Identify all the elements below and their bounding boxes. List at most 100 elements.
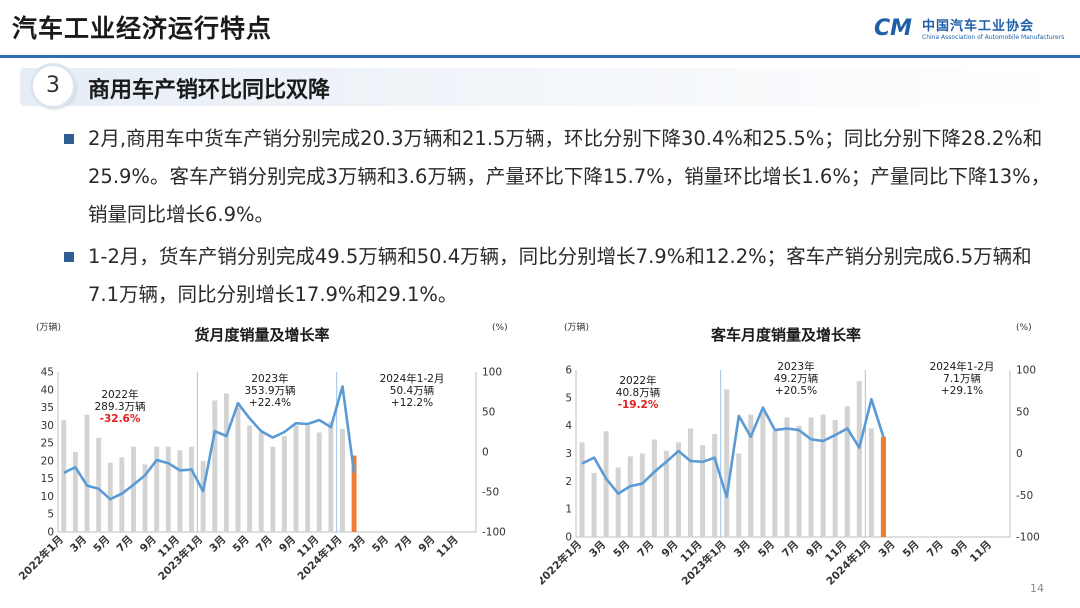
- sales-bar: [687, 428, 694, 537]
- bus-sales-chart-svg: 客车月度销量及增长率 (万辆) (%) 0 1 2 3 4 5 6 -100 -50 0 50 100 202…: [534, 321, 1040, 588]
- sales-bar: [712, 434, 718, 537]
- x-tick-label: 2022年1月: [16, 533, 66, 583]
- y-tick-label: 20: [41, 455, 54, 467]
- header-bar: 汽车工业经济运行特点 CM 中国汽车工业协会 China Association…: [0, 0, 1080, 56]
- x-tick-label: 5月: [611, 539, 632, 560]
- sales-bar: [270, 446, 276, 532]
- sales-bar-highlight: [351, 455, 357, 532]
- sales-bar: [328, 421, 334, 532]
- annotation-text: -32.6%: [100, 413, 141, 425]
- y-tick-label: 45: [41, 367, 54, 379]
- x-tick-label: 3月: [877, 539, 898, 560]
- header-divider: [0, 55, 1080, 58]
- y-tick-label: 15: [41, 473, 54, 485]
- annotation-text: +29.1%: [941, 385, 983, 397]
- annotation-text: +12.2%: [391, 397, 433, 409]
- sales-bar: [784, 417, 790, 537]
- sales-bar: [281, 436, 287, 532]
- sales-bar: [663, 450, 669, 537]
- y2-axis-unit-label: (%): [492, 323, 508, 333]
- x-tick-label: 5月: [91, 534, 112, 555]
- sales-bar: [651, 439, 657, 537]
- y-tick-label: 6: [565, 365, 572, 377]
- x-tick-label: 5月: [231, 534, 252, 555]
- annotation-text: 353.9万辆: [244, 384, 295, 397]
- sales-bar-highlight: [880, 436, 886, 537]
- x-tick-label: 7月: [115, 534, 136, 555]
- truck-sales-chart: 货月度销量及增长率 (万辆) (%) 0 5 10 15 20 25 30 35 40 45 -100 -5…: [0, 312, 540, 604]
- x-tick-label: 3月: [587, 539, 608, 560]
- sales-bar: [72, 452, 78, 532]
- y2-tick-label: 50: [1016, 406, 1029, 418]
- bullet-list: 2月,商用车中货车产销分别完成20.3万辆和21.5万辆，环比分别下降30.4%…: [62, 120, 1052, 314]
- y-tick-label: 5: [47, 509, 54, 521]
- sales-bar: [96, 437, 102, 532]
- x-tick-label: 7月: [925, 539, 946, 560]
- bullet-item: 2月,商用车中货车产销分别完成20.3万辆和21.5万辆，环比分别下降30.4%…: [62, 120, 1052, 234]
- sales-bar: [247, 425, 253, 532]
- sales-bar: [131, 446, 136, 532]
- sales-bar: [627, 456, 633, 537]
- y-tick-label: 0: [47, 527, 54, 539]
- y2-tick-label: 100: [482, 367, 502, 379]
- sales-bar: [844, 406, 850, 537]
- y2-axis-unit-label: (%): [1016, 323, 1032, 333]
- sales-bar: [736, 453, 742, 537]
- sales-bar: [796, 425, 802, 537]
- annotation-text: 40.8万辆: [616, 386, 660, 399]
- y-tick-label: 25: [41, 438, 54, 450]
- logo-en-text: China Association of Automobile Manufact…: [922, 34, 1065, 41]
- x-tick-label: 5月: [901, 539, 922, 560]
- x-tick-label: 3月: [732, 539, 753, 560]
- x-tick-label: 7月: [635, 539, 656, 560]
- sales-bar: [154, 446, 160, 532]
- chart-title: 货月度销量及增长率: [194, 326, 329, 344]
- sales-bar: [856, 381, 862, 537]
- x-tick-label: 7月: [254, 534, 275, 555]
- y2-tick-label: 50: [482, 407, 495, 419]
- y-axis-unit-label: (万辆): [36, 321, 61, 333]
- growth-rate-line: [581, 397, 885, 499]
- sales-bar: [639, 453, 645, 537]
- x-tick-label: 5月: [756, 539, 777, 560]
- section-band: [20, 68, 1060, 106]
- logo-cn-text: 中国汽车工业协会: [922, 19, 1035, 34]
- annotation-text: 2024年1-2月: [930, 360, 995, 373]
- sales-bar: [293, 425, 299, 532]
- y-tick-label: 4: [565, 420, 572, 432]
- y2-tick-label: -100: [1016, 532, 1040, 544]
- sales-bar: [591, 472, 597, 537]
- sales-bar: [142, 464, 148, 532]
- x-tick-label: 11月: [434, 534, 460, 560]
- bullet-text: 1-2月，货车产销分别完成49.5万辆和50.4万辆，同比分别增长7.9%和12…: [88, 245, 1032, 306]
- sales-bar: [700, 445, 706, 537]
- sales-bar: [316, 432, 322, 532]
- x-tick-label: 11月: [968, 539, 994, 565]
- y2-tick-label: -50: [482, 487, 499, 499]
- sales-bar: [675, 442, 682, 537]
- annotation-text: 7.1万辆: [943, 372, 981, 385]
- section-title: 商用车产销环比同比双降: [88, 78, 331, 103]
- sales-bar: [212, 400, 218, 532]
- sales-bar: [165, 446, 171, 532]
- chart-title: 客车月度销量及增长率: [710, 326, 861, 344]
- sales-bar: [615, 467, 621, 537]
- logo-mark: CM: [874, 16, 913, 41]
- sales-bar: [579, 442, 585, 537]
- y-tick-label: 3: [565, 448, 572, 460]
- x-tick-label: 5月: [370, 534, 391, 555]
- sales-bar: [200, 460, 206, 532]
- x-tick-label: 3月: [347, 534, 368, 555]
- sales-bar: [772, 431, 778, 537]
- sales-bar: [223, 393, 229, 532]
- y-tick-label: 30: [41, 420, 54, 432]
- growth-rate-line: [63, 385, 356, 501]
- caam-logo: CM 中国汽车工业协会 China Association of Automob…: [874, 14, 1064, 48]
- sales-bar: [760, 411, 766, 537]
- sales-bar: [340, 428, 345, 532]
- x-tick-label: 3月: [207, 534, 228, 555]
- sales-bar: [603, 431, 609, 537]
- sales-bar: [748, 414, 754, 537]
- y-tick-label: 40: [41, 384, 54, 396]
- sales-bar: [868, 428, 874, 537]
